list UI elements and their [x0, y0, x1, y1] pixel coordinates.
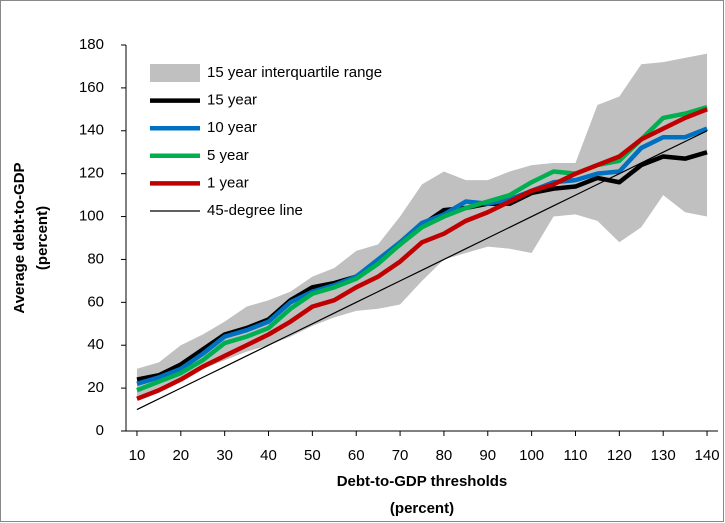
y-tick-label: 160 [79, 79, 104, 96]
legend-label: 5 year [207, 147, 249, 164]
y-tick-label: 80 [87, 250, 104, 267]
legend-label: 45-degree line [207, 202, 303, 219]
y-tick-label: 140 [79, 122, 104, 139]
legend-label: 10 year [207, 119, 257, 136]
x-tick-label: 120 [607, 447, 632, 464]
y-tick-label: 100 [79, 208, 104, 225]
x-tick-label: 60 [348, 447, 365, 464]
x-tick-label: 130 [651, 447, 676, 464]
series-line [136, 107, 708, 401]
x-tick-label: 70 [392, 447, 409, 464]
series-line [136, 105, 708, 393]
y-axis-label: (percent) [34, 206, 51, 270]
y-tick-label: 0 [96, 422, 104, 439]
y-tick-label: 60 [87, 293, 104, 310]
x-tick-label: 30 [216, 447, 233, 464]
x-tick-label: 90 [479, 447, 496, 464]
x-axis-label: (percent) [390, 500, 454, 517]
legend-label: 15 year [207, 92, 257, 109]
x-tick-label: 50 [304, 447, 321, 464]
y-tick-label: 20 [87, 379, 104, 396]
x-tick-label: 110 [564, 447, 588, 464]
x-tick-label: 10 [129, 447, 146, 464]
legend-label: 15 year interquartile range [207, 64, 382, 81]
x-tick-label: 20 [172, 447, 189, 464]
y-axis-label: Average debt-to-GDP [11, 162, 28, 313]
x-axis-label: Debt-to-GDP thresholds [337, 473, 508, 490]
x-tick-label: 40 [260, 447, 277, 464]
y-tick-label: 40 [87, 336, 104, 353]
x-tick-label: 100 [519, 447, 544, 464]
x-tick-label: 80 [436, 447, 453, 464]
legend-swatch [150, 64, 200, 82]
legend-label: 1 year [207, 174, 249, 191]
y-tick-label: 180 [79, 36, 104, 53]
series-line [136, 130, 708, 411]
series-line [136, 126, 708, 386]
x-tick-label: 140 [695, 447, 720, 464]
y-tick-label: 120 [79, 165, 104, 182]
